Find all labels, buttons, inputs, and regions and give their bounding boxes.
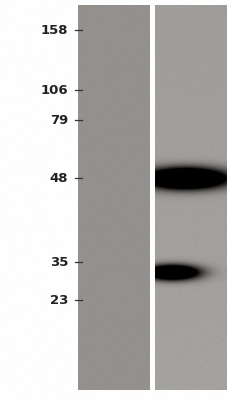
- Text: 35: 35: [49, 256, 68, 268]
- Text: 48: 48: [49, 172, 68, 184]
- Text: 106: 106: [40, 84, 68, 96]
- Text: 23: 23: [49, 294, 68, 306]
- Text: 158: 158: [40, 24, 68, 36]
- Text: 79: 79: [49, 114, 68, 126]
